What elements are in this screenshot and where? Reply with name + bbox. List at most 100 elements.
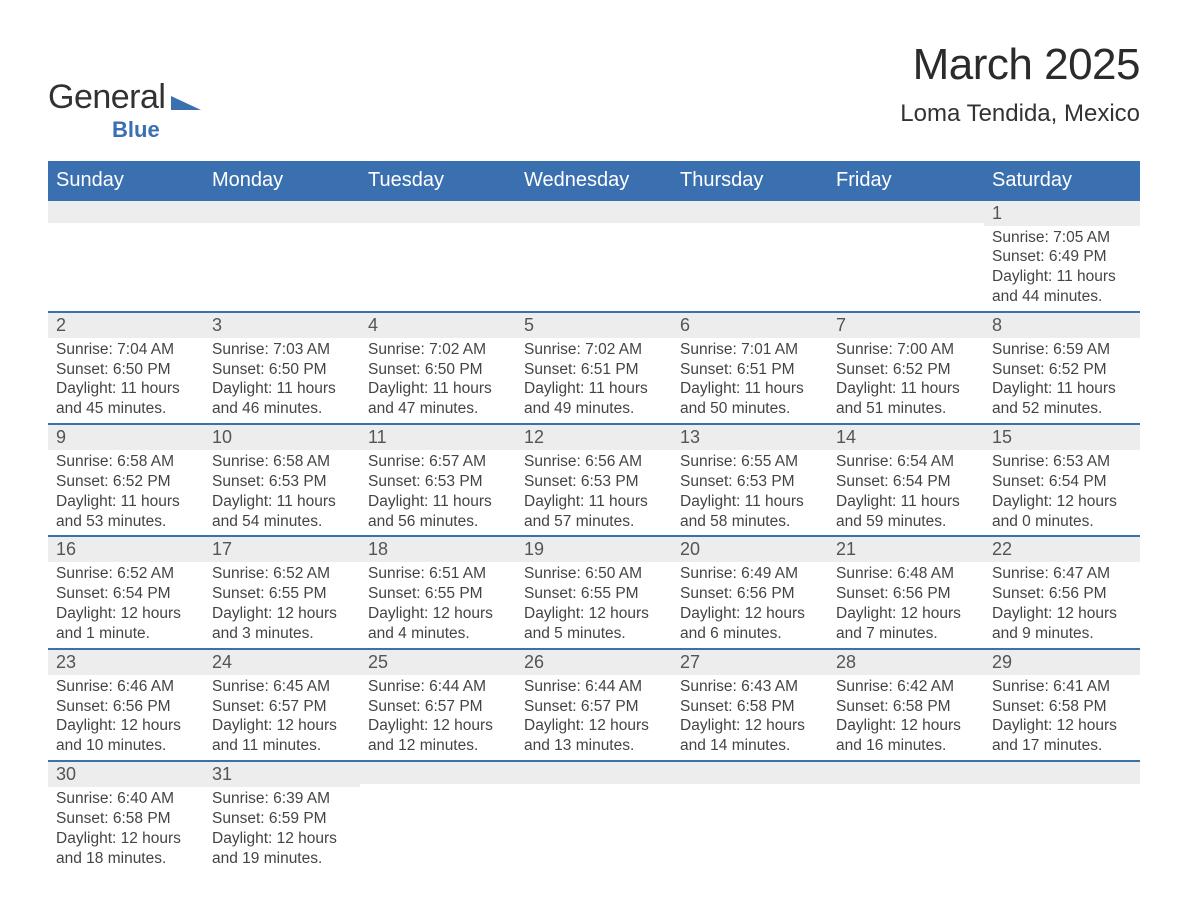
day-cell: 3Sunrise: 7:03 AMSunset: 6:50 PMDaylight… (204, 313, 360, 423)
daylight-line2: and 14 minutes. (680, 736, 824, 756)
daylight-line2: and 53 minutes. (56, 512, 200, 532)
week-row: 16Sunrise: 6:52 AMSunset: 6:54 PMDayligh… (48, 537, 1140, 649)
sunrise-text: Sunrise: 6:45 AM (212, 677, 356, 697)
day-details: Sunrise: 6:47 AMSunset: 6:56 PMDaylight:… (984, 562, 1140, 643)
day-number: 30 (48, 762, 204, 787)
day-cell: 7Sunrise: 7:00 AMSunset: 6:52 PMDaylight… (828, 313, 984, 423)
day-cell: 17Sunrise: 6:52 AMSunset: 6:55 PMDayligh… (204, 537, 360, 647)
sunset-text: Sunset: 6:56 PM (680, 584, 824, 604)
day-details: Sunrise: 6:49 AMSunset: 6:56 PMDaylight:… (672, 562, 828, 643)
day-number: 3 (204, 313, 360, 338)
day-cell: 21Sunrise: 6:48 AMSunset: 6:56 PMDayligh… (828, 537, 984, 647)
sunrise-text: Sunrise: 7:03 AM (212, 340, 356, 360)
day-cell (672, 762, 828, 872)
day-details: Sunrise: 6:51 AMSunset: 6:55 PMDaylight:… (360, 562, 516, 643)
daylight-line2: and 56 minutes. (368, 512, 512, 532)
daylight-line1: Daylight: 11 hours (680, 492, 824, 512)
sunrise-text: Sunrise: 6:58 AM (212, 452, 356, 472)
daylight-line2: and 47 minutes. (368, 399, 512, 419)
sunset-text: Sunset: 6:57 PM (524, 697, 668, 717)
sunrise-text: Sunrise: 6:40 AM (56, 789, 200, 809)
sunrise-text: Sunrise: 6:56 AM (524, 452, 668, 472)
day-cell: 23Sunrise: 6:46 AMSunset: 6:56 PMDayligh… (48, 650, 204, 760)
sunset-text: Sunset: 6:52 PM (836, 360, 980, 380)
day-number: 24 (204, 650, 360, 675)
sunset-text: Sunset: 6:54 PM (56, 584, 200, 604)
day-details: Sunrise: 6:44 AMSunset: 6:57 PMDaylight:… (516, 675, 672, 756)
week-row: 23Sunrise: 6:46 AMSunset: 6:56 PMDayligh… (48, 650, 1140, 762)
sunrise-text: Sunrise: 6:42 AM (836, 677, 980, 697)
daylight-line1: Daylight: 11 hours (992, 267, 1136, 287)
day-details: Sunrise: 6:46 AMSunset: 6:56 PMDaylight:… (48, 675, 204, 756)
day-details: Sunrise: 7:02 AMSunset: 6:50 PMDaylight:… (360, 338, 516, 419)
day-number (516, 201, 672, 223)
daylight-line1: Daylight: 12 hours (56, 716, 200, 736)
day-number (828, 762, 984, 784)
sunrise-text: Sunrise: 6:59 AM (992, 340, 1136, 360)
daylight-line1: Daylight: 12 hours (680, 604, 824, 624)
day-cell: 15Sunrise: 6:53 AMSunset: 6:54 PMDayligh… (984, 425, 1140, 535)
daylight-line2: and 17 minutes. (992, 736, 1136, 756)
day-details: Sunrise: 6:59 AMSunset: 6:52 PMDaylight:… (984, 338, 1140, 419)
day-number: 5 (516, 313, 672, 338)
daylight-line1: Daylight: 11 hours (836, 379, 980, 399)
logo: General Blue (48, 40, 201, 143)
sunset-text: Sunset: 6:52 PM (992, 360, 1136, 380)
daylight-line1: Daylight: 12 hours (836, 716, 980, 736)
day-number: 4 (360, 313, 516, 338)
sunrise-text: Sunrise: 6:44 AM (524, 677, 668, 697)
sunset-text: Sunset: 6:53 PM (524, 472, 668, 492)
sunrise-text: Sunrise: 7:04 AM (56, 340, 200, 360)
daylight-line1: Daylight: 11 hours (368, 492, 512, 512)
day-number: 23 (48, 650, 204, 675)
daylight-line2: and 50 minutes. (680, 399, 824, 419)
day-cell (360, 762, 516, 872)
day-number (672, 201, 828, 223)
daylight-line1: Daylight: 11 hours (992, 379, 1136, 399)
day-cell: 16Sunrise: 6:52 AMSunset: 6:54 PMDayligh… (48, 537, 204, 647)
day-cell: 6Sunrise: 7:01 AMSunset: 6:51 PMDaylight… (672, 313, 828, 423)
day-cell: 14Sunrise: 6:54 AMSunset: 6:54 PMDayligh… (828, 425, 984, 535)
daylight-line2: and 12 minutes. (368, 736, 512, 756)
month-title: March 2025 (900, 40, 1140, 90)
day-cell: 12Sunrise: 6:56 AMSunset: 6:53 PMDayligh… (516, 425, 672, 535)
daylight-line1: Daylight: 12 hours (836, 604, 980, 624)
daylight-line2: and 57 minutes. (524, 512, 668, 532)
daylight-line2: and 7 minutes. (836, 624, 980, 644)
sunset-text: Sunset: 6:51 PM (524, 360, 668, 380)
day-details: Sunrise: 6:39 AMSunset: 6:59 PMDaylight:… (204, 787, 360, 868)
day-number: 7 (828, 313, 984, 338)
day-cell: 13Sunrise: 6:55 AMSunset: 6:53 PMDayligh… (672, 425, 828, 535)
day-number (48, 201, 204, 223)
dow-tuesday: Tuesday (360, 164, 516, 199)
daylight-line1: Daylight: 12 hours (368, 716, 512, 736)
day-cell (204, 201, 360, 311)
weeks-container: 1Sunrise: 7:05 AMSunset: 6:49 PMDaylight… (48, 201, 1140, 873)
daylight-line1: Daylight: 12 hours (992, 716, 1136, 736)
dow-thursday: Thursday (672, 164, 828, 199)
daylight-line1: Daylight: 12 hours (212, 829, 356, 849)
daylight-line1: Daylight: 12 hours (56, 604, 200, 624)
day-cell: 18Sunrise: 6:51 AMSunset: 6:55 PMDayligh… (360, 537, 516, 647)
sunset-text: Sunset: 6:58 PM (992, 697, 1136, 717)
day-cell (672, 201, 828, 311)
day-details: Sunrise: 6:50 AMSunset: 6:55 PMDaylight:… (516, 562, 672, 643)
day-number: 2 (48, 313, 204, 338)
day-number: 18 (360, 537, 516, 562)
sunset-text: Sunset: 6:56 PM (836, 584, 980, 604)
day-cell (48, 201, 204, 311)
day-cell: 9Sunrise: 6:58 AMSunset: 6:52 PMDaylight… (48, 425, 204, 535)
daylight-line2: and 49 minutes. (524, 399, 668, 419)
dow-saturday: Saturday (984, 164, 1140, 199)
day-cell: 10Sunrise: 6:58 AMSunset: 6:53 PMDayligh… (204, 425, 360, 535)
day-number: 8 (984, 313, 1140, 338)
week-row: 1Sunrise: 7:05 AMSunset: 6:49 PMDaylight… (48, 201, 1140, 313)
title-block: March 2025 Loma Tendida, Mexico (900, 40, 1140, 128)
sunrise-text: Sunrise: 6:54 AM (836, 452, 980, 472)
sunrise-text: Sunrise: 6:58 AM (56, 452, 200, 472)
daylight-line2: and 51 minutes. (836, 399, 980, 419)
day-number (516, 762, 672, 784)
sunset-text: Sunset: 6:51 PM (680, 360, 824, 380)
day-cell: 28Sunrise: 6:42 AMSunset: 6:58 PMDayligh… (828, 650, 984, 760)
day-number: 26 (516, 650, 672, 675)
